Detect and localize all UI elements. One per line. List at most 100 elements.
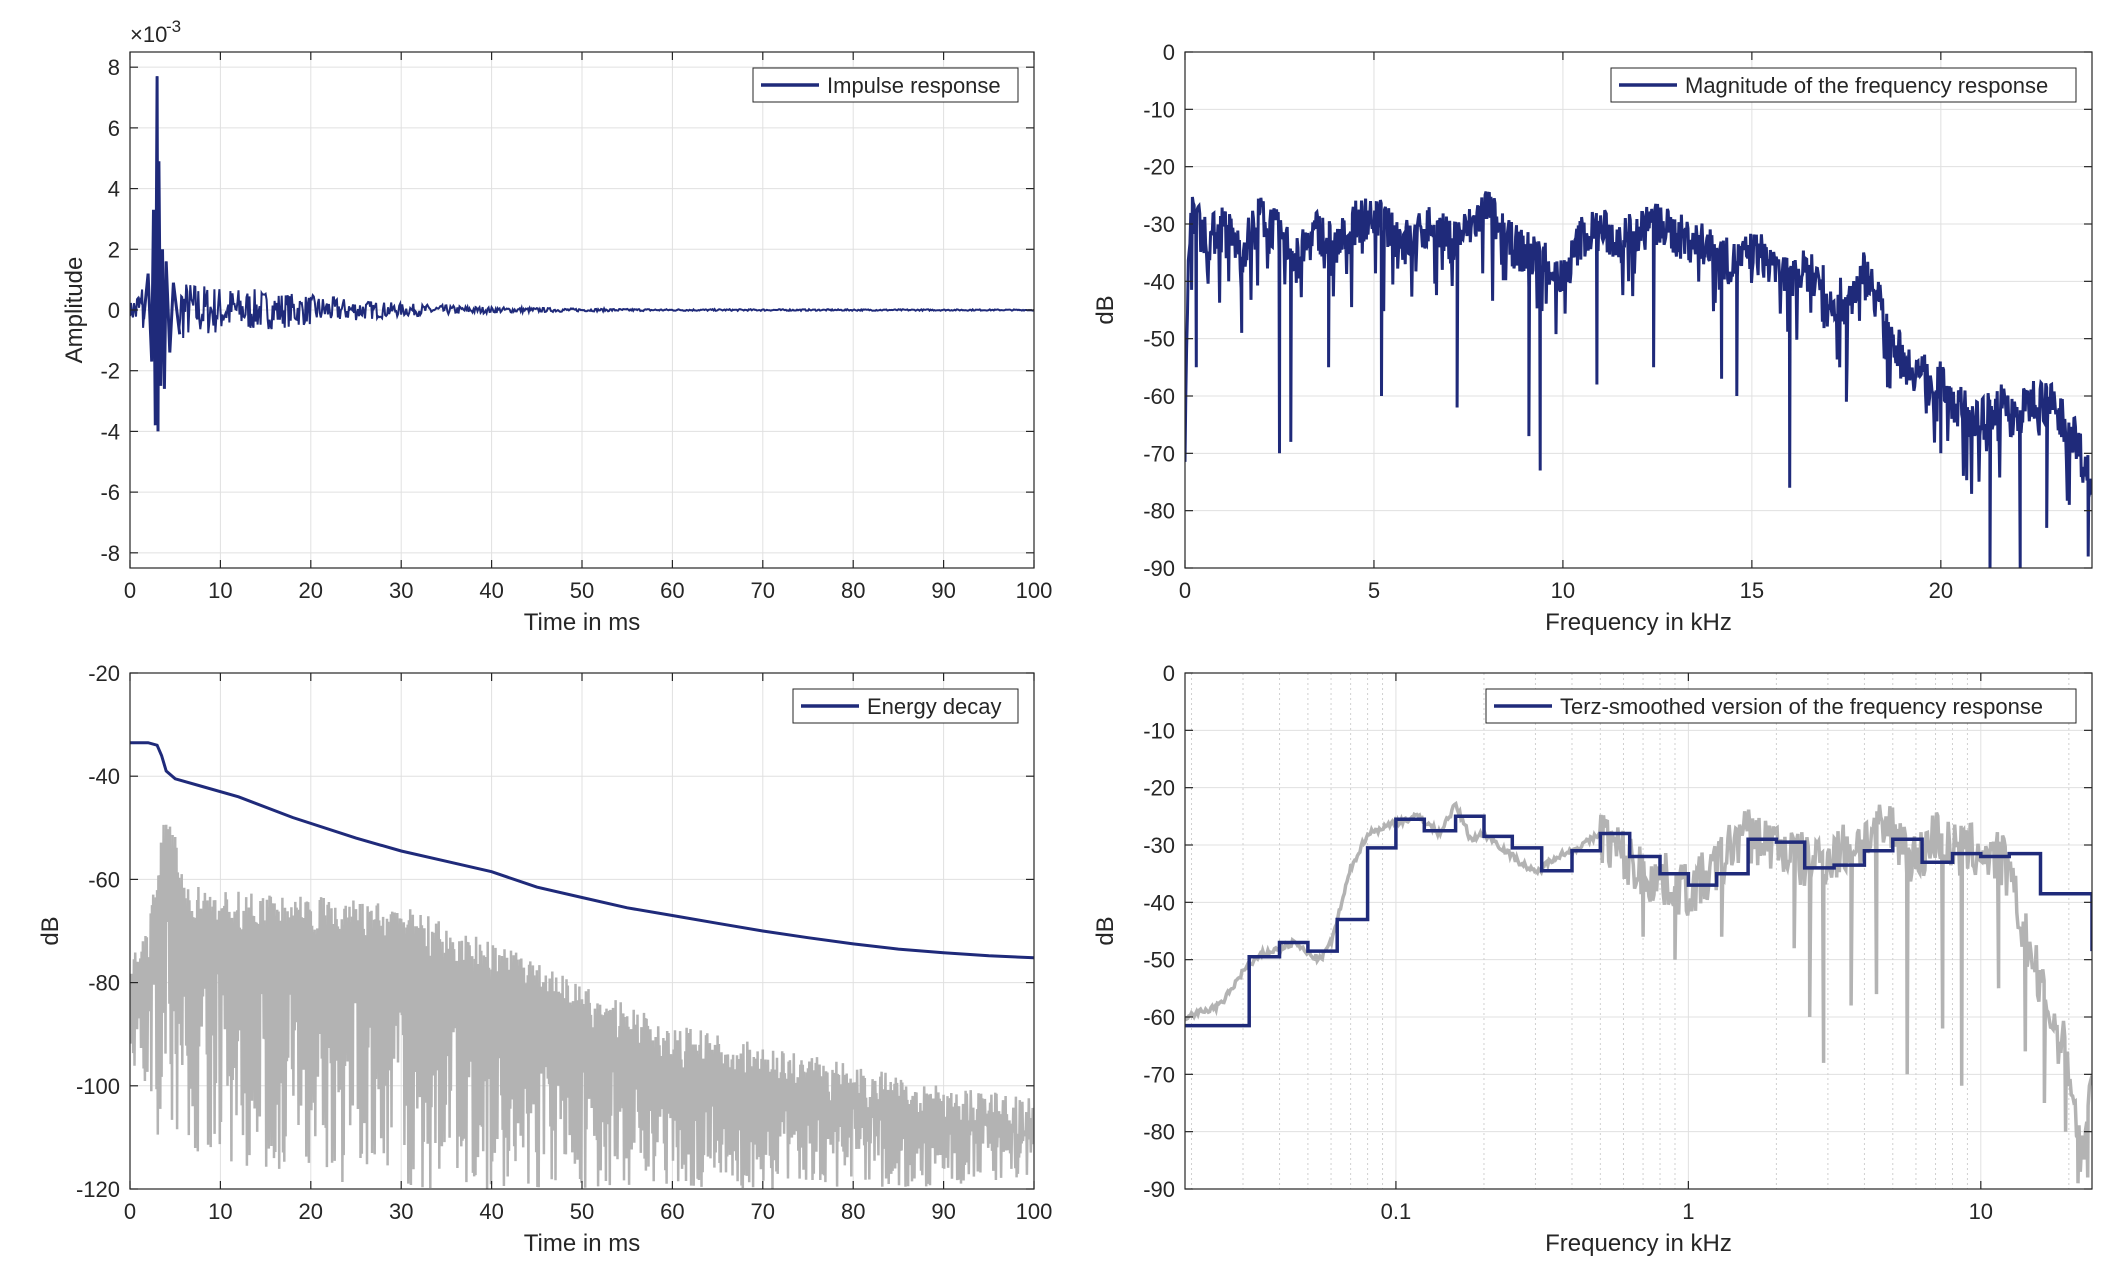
axes-box: [1184, 672, 2093, 1190]
legend-label: Impulse response: [827, 73, 1001, 98]
y-tick-label: -100: [76, 1074, 120, 1099]
y-tick-label: -70: [1143, 1062, 1175, 1087]
x-tick-label: 100: [1016, 1199, 1053, 1224]
x-tick-label: 0: [1179, 578, 1191, 603]
y-tick-label: 6: [108, 116, 120, 141]
impulse-peak-line: [142, 76, 182, 432]
ticks: [129, 52, 1035, 568]
chart-impulse: 0 10 20 30 40 50 60 70 80 90 100 -8 -6 -4 -2 0 2 4 6 8 Time …: [61, 17, 1052, 636]
x-tick-label: 0.1: [1381, 1199, 1412, 1224]
axes-box: [1184, 51, 2093, 569]
y-tick-label: -40: [1143, 890, 1175, 915]
x-tick-label: 100: [1016, 578, 1053, 603]
x-tick-label: 15: [1740, 578, 1764, 603]
energy-decay-line: [130, 741, 1034, 960]
y-axis-label: dB: [1092, 295, 1119, 324]
legend: Energy decay: [792, 688, 1019, 724]
legend-box: [1485, 688, 2077, 724]
y-tick-label: -8: [100, 541, 120, 566]
y-tick-label: -60: [1143, 384, 1175, 409]
y-tick-label: -120: [76, 1177, 120, 1202]
legend: Magnitude of the frequency response: [1610, 67, 2077, 103]
x-tick-label: 20: [299, 578, 323, 603]
y-tick-label: -70: [1143, 441, 1175, 466]
ticks: [129, 672, 1035, 1190]
x-axis-label: Frequency in kHz: [1545, 1230, 1732, 1257]
x-tick-label: 30: [389, 1199, 413, 1224]
y-tick-label: 0: [1163, 40, 1175, 65]
y-axis-label: dB: [1092, 916, 1119, 945]
x-tick-label: 30: [389, 578, 413, 603]
y-tick-label: -30: [1143, 833, 1175, 858]
magnitude-line: [1185, 191, 2092, 568]
y-tick-label: -90: [1143, 1177, 1175, 1202]
raw-frequency-line: [1185, 800, 2092, 1184]
x-tick-label: 1: [1682, 1199, 1694, 1224]
y-tick-label: -30: [1143, 212, 1175, 237]
y-tick-label: -20: [88, 661, 120, 686]
y-tick-label: -20: [1143, 155, 1175, 180]
x-axis-label: Time in ms: [524, 1230, 640, 1257]
legend: Terz-smoothed version of the frequency r…: [1485, 688, 2077, 724]
x-tick-label: 50: [570, 1199, 594, 1224]
x-tick-label: 10: [208, 1199, 232, 1224]
x-axis-label: Frequency in kHz: [1545, 609, 1732, 636]
x-tick-label: 20: [299, 1199, 323, 1224]
y-tick-label: -40: [1143, 269, 1175, 294]
exponent-label: ×10: [130, 22, 167, 47]
x-tick-label: 70: [751, 578, 775, 603]
exponent-power: -3: [166, 17, 181, 36]
legend-label: Terz-smoothed version of the frequency r…: [1560, 694, 2043, 719]
x-tick-label: 80: [841, 578, 865, 603]
x-tick-label: 5: [1368, 578, 1380, 603]
plot-lines: [1185, 800, 2092, 1184]
x-tick-label: 0: [124, 1199, 136, 1224]
plot-lines: [130, 741, 1034, 1189]
y-tick-label: -90: [1143, 556, 1175, 581]
terz-smoothed-line: [1185, 814, 2092, 1028]
ticks: [1184, 51, 2092, 569]
plot-lines: [130, 76, 1034, 432]
legend-box: [1610, 67, 2077, 103]
energy-raw-line: [130, 824, 1034, 1189]
x-tick-label: 20: [1929, 578, 1953, 603]
y-tick-label: -60: [88, 867, 120, 892]
plot-area: [1185, 673, 2092, 1189]
y-tick-label: -80: [1143, 499, 1175, 524]
legend-label: Energy decay: [867, 694, 1002, 719]
impulse-response-line: [130, 76, 1034, 402]
y-tick-label: -10: [1143, 718, 1175, 743]
x-tick-label: 0: [124, 578, 136, 603]
x-tick-label: 60: [660, 1199, 684, 1224]
y-tick-label: -4: [100, 419, 120, 444]
x-tick-label: 90: [931, 578, 955, 603]
y-tick-label: -6: [100, 480, 120, 505]
x-tick-label: 90: [931, 1199, 955, 1224]
y-tick-label: 0: [108, 298, 120, 323]
y-tick-label: -40: [88, 764, 120, 789]
x-axis-label: Time in ms: [524, 609, 640, 636]
y-tick-label: -2: [100, 359, 120, 384]
legend: Impulse response: [752, 67, 1019, 103]
legend-label: Magnitude of the frequency response: [1685, 73, 2048, 98]
ticks: [1185, 672, 2092, 1190]
x-tick-label: 80: [841, 1199, 865, 1224]
x-tick-label: 40: [479, 578, 503, 603]
x-tick-label: 10: [1969, 1199, 1993, 1224]
x-tick-label: 40: [479, 1199, 503, 1224]
x-tick-label: 70: [751, 1199, 775, 1224]
x-tick-label: 10: [208, 578, 232, 603]
y-tick-label: -50: [1143, 948, 1175, 973]
y-axis-label: dB: [37, 916, 64, 945]
y-tick-label: -80: [1143, 1120, 1175, 1145]
y-tick-label: -80: [88, 971, 120, 996]
chart-freq: 0 5 10 15 20 0 -10 -20 -30 -40 -50 -60 -70 -80 -90 Freq…: [1092, 40, 2093, 636]
y-tick-label: 8: [108, 55, 120, 80]
plot-lines: [1185, 191, 2092, 568]
x-tick-label: 60: [660, 578, 684, 603]
y-tick-label: -10: [1143, 97, 1175, 122]
y-tick-label: 0: [1163, 661, 1175, 686]
plot-area: [1185, 52, 2092, 568]
chart-terz: 0.1 1 10 0 -10 -20 -30 -40 -50 -60 -70 -80 -90 Freque…: [1092, 661, 2093, 1257]
